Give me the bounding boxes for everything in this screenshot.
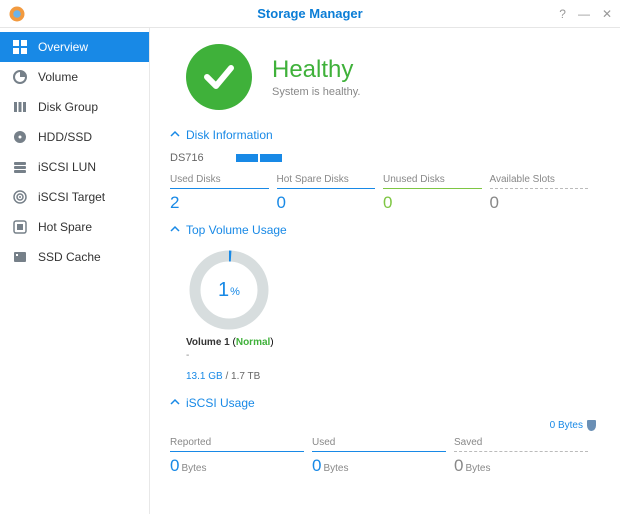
sidebar-item-label: Disk Group [38,100,98,114]
stat-value: 2 [170,193,269,213]
stat-reported: Reported 0Bytes [170,437,312,476]
section-volume-usage[interactable]: Top Volume Usage [170,223,596,237]
sidebar-item-label: Hot Spare [38,220,92,234]
sidebar-item-overview[interactable]: Overview [0,32,149,62]
stat-value: 0 [383,193,482,213]
stat-label: Used Disks [170,174,269,189]
stat-label: Unused Disks [383,174,482,189]
disk-segment [260,154,282,162]
device-row: DS716 [170,152,596,164]
iscsi-lun-icon [12,159,28,175]
stat-hot-spare: Hot Spare Disks 0 [277,174,384,213]
volume-ext: - [186,350,596,361]
volume-ring: 1% [186,247,272,333]
section-iscsi-usage[interactable]: iSCSI Usage [170,396,596,410]
section-title: Disk Information [186,128,273,142]
close-button[interactable]: ✕ [602,7,612,21]
sidebar-item-disk-group[interactable]: Disk Group [0,92,149,122]
stat-unit: Bytes [323,463,348,474]
health-message: System is healthy. [272,86,360,98]
sidebar-item-ssd-cache[interactable]: SSD Cache [0,242,149,272]
chevron-down-icon [170,130,180,140]
chevron-down-icon [170,398,180,408]
stat-value: 0 [490,193,589,213]
stat-value: 0 [454,456,463,475]
disk-segment [236,154,258,162]
sidebar-item-volume[interactable]: Volume [0,62,149,92]
volume-total: 1.7 TB [231,371,260,382]
hdd-icon [12,129,28,145]
hot-spare-icon [12,219,28,235]
stat-used-disks: Used Disks 2 [170,174,277,213]
sidebar: Overview Volume Disk Group HDD/SSD iSCSI… [0,28,150,514]
section-title: iSCSI Usage [186,396,255,410]
disk-group-icon [12,99,28,115]
iscsi-total: 0 Bytes [170,420,596,431]
health-title: Healthy [272,56,360,84]
volume-icon [12,69,28,85]
chevron-down-icon [170,225,180,235]
sidebar-item-iscsi-lun[interactable]: iSCSI LUN [0,152,149,182]
device-name: DS716 [170,152,204,164]
stat-value: 0 [170,456,179,475]
content: Healthy System is healthy. Disk Informat… [150,28,620,514]
sidebar-item-label: HDD/SSD [38,130,92,144]
disk-segments [236,154,282,162]
stat-available: Available Slots 0 [490,174,597,213]
health-badge-icon [186,44,252,110]
sidebar-item-hot-spare[interactable]: Hot Spare [0,212,149,242]
stat-unused: Unused Disks 0 [383,174,490,213]
stat-label: Saved [454,437,588,452]
iscsi-target-icon [12,189,28,205]
stat-unit: Bytes [181,463,206,474]
disk-stats: Used Disks 2 Hot Spare Disks 0 Unused Di… [170,174,596,213]
volume-capacity: 13.1 GB / 1.7 TB [186,371,596,382]
volume-name: Volume 1 [186,337,230,348]
health-status: Healthy System is healthy. [186,44,596,110]
sidebar-item-hdd-ssd[interactable]: HDD/SSD [0,122,149,152]
stat-value: 0 [312,456,321,475]
sidebar-item-label: iSCSI LUN [38,160,96,174]
stat-saved: Saved 0Bytes [454,437,596,476]
stat-label: Available Slots [490,174,589,189]
shield-icon [587,420,596,431]
section-title: Top Volume Usage [186,223,287,237]
stat-label: Hot Spare Disks [277,174,376,189]
iscsi-stats: Reported 0Bytes Used 0Bytes Saved 0Bytes [170,437,596,476]
volume-used: 13.1 GB [186,371,223,382]
volume-percent: 1% [186,247,272,333]
help-button[interactable]: ? [559,7,566,21]
minimize-button[interactable]: — [578,7,590,21]
ssd-cache-icon [12,249,28,265]
sidebar-item-label: iSCSI Target [38,190,105,204]
sidebar-item-iscsi-target[interactable]: iSCSI Target [0,182,149,212]
app-title: Storage Manager [0,6,620,21]
titlebar: Storage Manager ? — ✕ [0,0,620,28]
stat-value: 0 [277,193,376,213]
overview-icon [12,39,28,55]
sidebar-item-label: Overview [38,40,88,54]
stat-label: Used [312,437,446,452]
volume-status: Normal [236,337,270,348]
stat-label: Reported [170,437,304,452]
sidebar-item-label: Volume [38,70,78,84]
section-disk-info[interactable]: Disk Information [170,128,596,142]
stat-used: Used 0Bytes [312,437,454,476]
volume-info: Volume 1 (Normal) - 13.1 GB / 1.7 TB [186,337,596,382]
sidebar-item-label: SSD Cache [38,250,101,264]
stat-unit: Bytes [465,463,490,474]
